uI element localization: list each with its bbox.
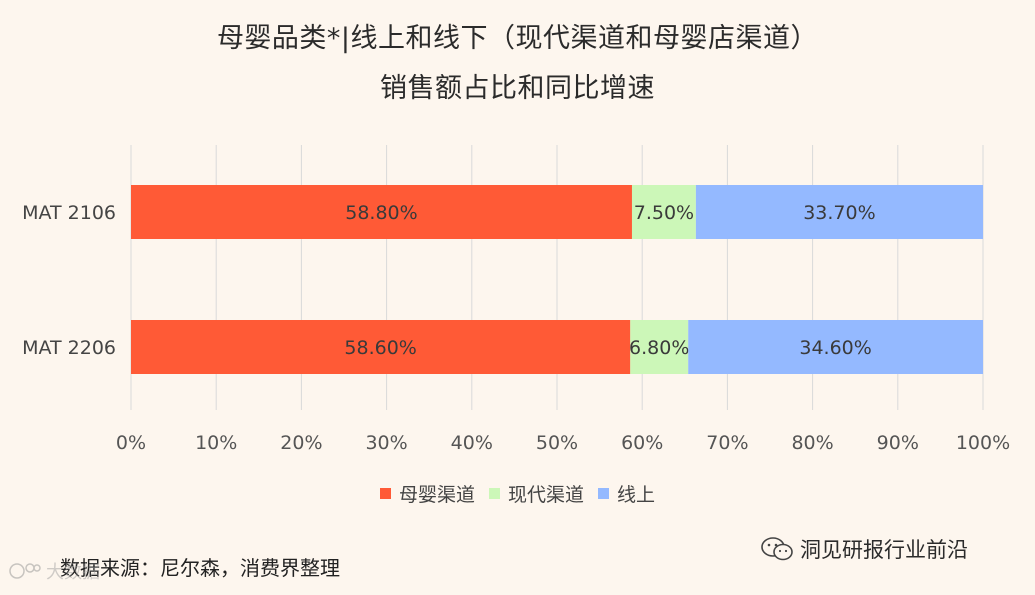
- bar-segment: [131, 320, 631, 374]
- x-tick-label: 40%: [451, 432, 493, 454]
- legend-swatch: [379, 488, 391, 499]
- watermark-left: 大数据: [8, 558, 100, 584]
- x-tick-label: 10%: [195, 432, 237, 454]
- x-tick-label: 30%: [365, 432, 407, 454]
- bar-segment: [688, 320, 983, 374]
- legend-item: 母婴渠道: [379, 480, 475, 507]
- legend-item: 现代渠道: [488, 480, 584, 507]
- bar-segment: [631, 185, 696, 239]
- legend-swatch: [488, 488, 500, 499]
- watermark-right: 洞见研报行业前沿: [760, 534, 968, 564]
- data-label: 6.80%: [629, 337, 689, 359]
- x-tick-label: 50%: [536, 432, 578, 454]
- watermark-left-text: 大数据: [46, 562, 100, 583]
- legend-label: 现代渠道: [507, 484, 584, 506]
- x-tick-label: 80%: [791, 432, 833, 454]
- x-tick-label: 70%: [706, 432, 748, 454]
- data-label: 34.60%: [799, 337, 871, 359]
- data-label: 7.50%: [634, 202, 694, 224]
- legend-swatch: [598, 488, 609, 499]
- legend-label: 母婴渠道: [398, 484, 475, 506]
- legend-label: 线上: [617, 484, 656, 506]
- source-note: 数据来源：尼尔森，消费界整理: [60, 556, 340, 580]
- bar-segment: [131, 185, 632, 239]
- x-tick-label: 20%: [280, 432, 322, 454]
- logo-icon: [9, 563, 41, 579]
- chart-title-line2: 销售额占比和同比增速: [380, 73, 655, 104]
- chart-title-line1: 母婴品类*|线上和线下（现代渠道和母婴店渠道）: [216, 23, 819, 54]
- watermark-right-text: 洞见研报行业前沿: [800, 538, 968, 562]
- x-tick-label: 100%: [956, 432, 1010, 454]
- data-label: 58.80%: [345, 202, 417, 224]
- x-tick-label: 0%: [116, 432, 146, 454]
- bar-segment: [630, 320, 689, 374]
- stacked-bar-chart: 0% 10% 20% 30% 40% 50% 60% 70% 80% 90% 100% MAT 210…: [22, 145, 1010, 454]
- chart-legend: 母婴渠道 现代渠道 线上: [0, 480, 1035, 507]
- x-tick-label: 60%: [621, 432, 663, 454]
- legend-item: 线上: [598, 480, 655, 507]
- x-tick-label: 90%: [877, 432, 919, 454]
- data-label: 33.70%: [803, 202, 875, 224]
- bar-segment: [695, 185, 983, 239]
- category-label: MAT 2206: [22, 337, 116, 359]
- wechat-icon: [761, 537, 793, 561]
- data-label: 58.60%: [344, 337, 416, 359]
- category-label: MAT 2106: [22, 202, 116, 224]
